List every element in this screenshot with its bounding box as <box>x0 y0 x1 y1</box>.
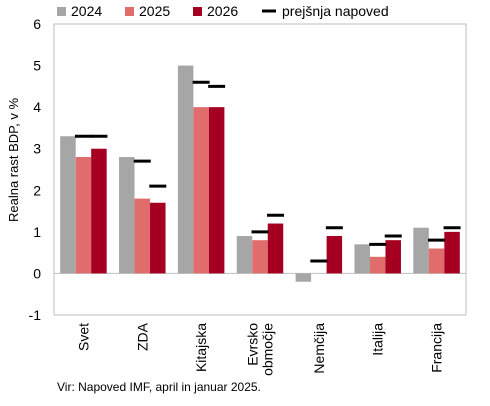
y-axis: -1 0 1 2 3 4 5 6 <box>29 16 42 323</box>
legend-label: 2025 <box>139 3 170 19</box>
bar <box>60 136 76 274</box>
bar <box>177 65 194 274</box>
y-tick-label: 6 <box>33 16 41 32</box>
bar <box>354 244 370 274</box>
bar <box>428 248 445 274</box>
bar <box>119 157 135 274</box>
y-tick-label: 2 <box>33 182 41 198</box>
source-note: Vir: Napoved IMF, april in januar 2025. <box>57 380 261 394</box>
bar <box>267 223 284 274</box>
bar <box>150 202 166 274</box>
y-tick-label: 0 <box>33 265 41 281</box>
bar <box>295 273 312 282</box>
bar <box>444 231 460 274</box>
x-tick-label: Kitajska <box>193 323 209 372</box>
x-axis: Svet ZDA Kitajska Evrsko območje Nemčija Itali… <box>75 322 444 376</box>
bar <box>91 148 107 274</box>
plot-frame <box>53 23 467 316</box>
bar <box>236 236 253 274</box>
legend-swatch <box>57 7 66 16</box>
y-tick-label: 1 <box>33 224 41 240</box>
bar <box>252 240 268 274</box>
x-tick-label: območje <box>260 323 276 376</box>
bar <box>75 157 92 274</box>
legend-swatch <box>193 7 202 16</box>
y-tick-label: 5 <box>33 58 41 74</box>
x-tick-label: ZDA <box>134 322 150 351</box>
x-tick-label: Nemčija <box>311 323 327 374</box>
bars-group <box>60 65 460 282</box>
bar <box>193 107 209 274</box>
legend-label: 2024 <box>71 3 102 19</box>
bar <box>385 240 401 274</box>
x-tick-label: Svet <box>75 323 91 351</box>
legend: 2024 2025 2026 prejšnja napoved <box>57 3 389 19</box>
x-tick-label: Italija <box>370 323 386 356</box>
legend-label: prejšnja napoved <box>282 3 389 19</box>
x-tick-label: Francija <box>429 323 445 373</box>
y-tick-label: 3 <box>33 141 41 157</box>
previous-forecast-marks <box>74 80 461 263</box>
y-tick-label: -1 <box>29 307 42 323</box>
bar <box>134 198 151 274</box>
bar <box>369 256 386 274</box>
y-tick-label: 4 <box>33 99 41 115</box>
legend-swatch <box>125 7 134 16</box>
bar <box>413 227 429 274</box>
x-tick-label: Evrsko <box>245 323 261 366</box>
bar <box>208 107 225 274</box>
y-axis-label: Realna rast BDP, v % <box>6 98 21 222</box>
bar <box>326 236 343 274</box>
legend-label: 2026 <box>207 3 238 19</box>
